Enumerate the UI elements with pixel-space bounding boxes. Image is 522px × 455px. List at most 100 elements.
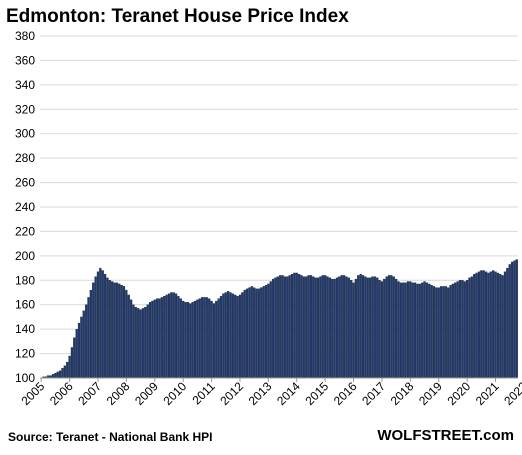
y-tick-labels: 100 120 140 160 180 200 220 240 260 280 300 320 340 3… xyxy=(15,29,35,385)
bar xyxy=(245,288,249,379)
bar xyxy=(501,275,504,379)
bar xyxy=(193,300,197,379)
bar xyxy=(319,276,322,379)
bar xyxy=(307,275,310,379)
bar xyxy=(80,316,83,379)
bar xyxy=(137,308,140,379)
bar xyxy=(385,276,388,379)
bar xyxy=(144,307,147,379)
bar xyxy=(300,275,303,379)
bar xyxy=(489,271,492,379)
bar xyxy=(54,372,57,379)
bar xyxy=(224,292,227,379)
bar xyxy=(170,292,173,379)
bar xyxy=(186,302,190,379)
x-tick-label: 2014 xyxy=(274,379,303,408)
bar xyxy=(406,281,410,379)
bar xyxy=(267,283,270,379)
y-tick-label: 240 xyxy=(15,200,35,214)
bar xyxy=(499,274,502,379)
bar xyxy=(359,274,362,379)
bar xyxy=(288,275,291,379)
bar xyxy=(165,294,168,379)
bar xyxy=(125,289,128,379)
bar xyxy=(373,276,376,379)
bar xyxy=(177,296,180,379)
bar xyxy=(129,299,133,379)
bar xyxy=(229,292,232,379)
bar xyxy=(321,275,324,379)
bar xyxy=(141,308,145,379)
y-tick-label: 180 xyxy=(15,273,35,287)
bar xyxy=(210,300,213,379)
bar xyxy=(271,278,275,379)
bar xyxy=(347,277,350,379)
bar xyxy=(449,285,452,379)
bar xyxy=(92,282,95,379)
bar xyxy=(399,282,402,379)
bar xyxy=(189,303,192,379)
bar xyxy=(148,302,152,379)
x-tick-label: 2022 xyxy=(501,379,522,408)
bar xyxy=(354,278,358,379)
bar xyxy=(487,272,490,379)
bar xyxy=(364,276,367,379)
bar xyxy=(118,283,121,379)
bar xyxy=(196,299,199,379)
x-tick-label: 2013 xyxy=(246,379,275,408)
bar xyxy=(328,277,332,379)
bar xyxy=(234,294,237,379)
bar xyxy=(253,287,256,379)
bar xyxy=(108,280,111,379)
bar xyxy=(312,276,315,379)
bar xyxy=(262,286,265,379)
axes xyxy=(40,377,518,382)
bars xyxy=(42,259,518,379)
bar xyxy=(468,277,471,379)
bar xyxy=(208,298,211,379)
bar xyxy=(66,361,69,379)
bar xyxy=(387,275,391,379)
x-tick-label: 2021 xyxy=(473,379,502,408)
bar xyxy=(77,322,81,379)
bar xyxy=(203,297,206,379)
bar xyxy=(376,277,379,379)
bar xyxy=(496,272,500,379)
bar xyxy=(58,370,62,379)
bar xyxy=(70,347,74,379)
bar xyxy=(430,285,433,379)
bar xyxy=(167,293,171,379)
x-tick-label: 2017 xyxy=(359,379,388,408)
y-tick-label: 280 xyxy=(15,151,35,165)
bar xyxy=(295,272,298,379)
bar xyxy=(380,281,384,379)
bar xyxy=(314,277,317,379)
y-tick-label: 200 xyxy=(15,249,35,263)
watermark: WOLFSTREET.com xyxy=(377,427,514,444)
bar xyxy=(127,294,130,379)
bar xyxy=(120,285,123,379)
bar xyxy=(508,264,511,379)
x-tick-label: 2018 xyxy=(388,379,417,408)
y-tick-label: 320 xyxy=(15,102,35,116)
bar xyxy=(350,280,353,379)
x-tick-label: 2015 xyxy=(302,379,331,408)
y-tick-label: 160 xyxy=(15,298,35,312)
bar xyxy=(316,277,320,379)
bar xyxy=(484,271,488,379)
source-note: Source: Teranet - National Bank HPI xyxy=(8,430,213,444)
bar xyxy=(139,309,142,379)
bar xyxy=(222,293,225,379)
bar xyxy=(283,276,287,379)
x-tick-labels: 2005 2006 2007 2008 2009 2010 2011 2012 2013 2014… xyxy=(19,379,522,408)
bar xyxy=(421,282,424,379)
bar xyxy=(215,300,218,379)
bar xyxy=(309,275,313,379)
bar xyxy=(286,276,289,379)
bar xyxy=(404,282,407,379)
bar xyxy=(305,276,308,379)
bar xyxy=(238,294,242,379)
bar xyxy=(122,286,126,379)
bar xyxy=(281,275,284,379)
bar xyxy=(458,280,462,379)
